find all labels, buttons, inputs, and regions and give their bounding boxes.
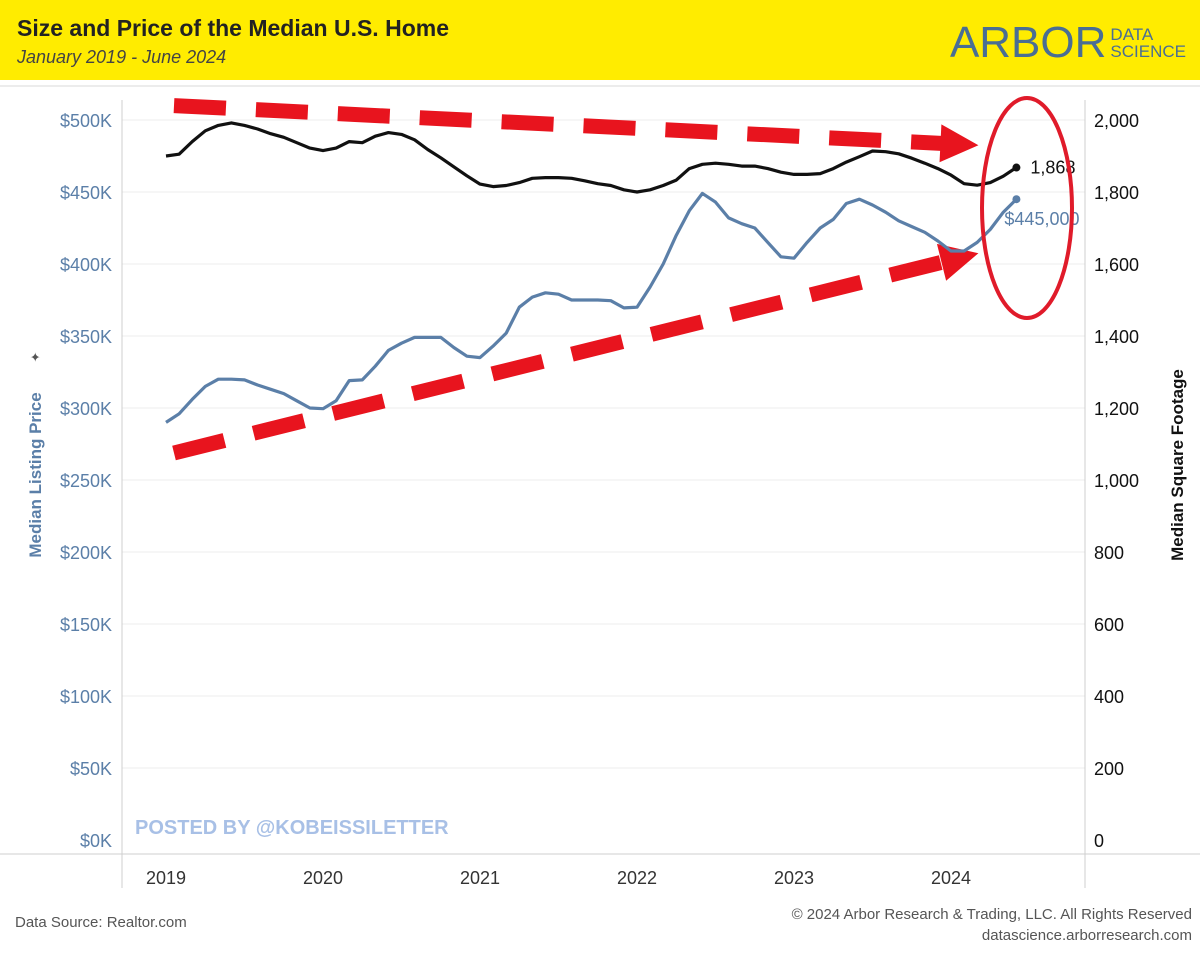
right-axis-ticks: 0 200 400 600 800 1,000 1,200 1,400 1,600 1,800 2,… xyxy=(1094,111,1139,851)
sqft-end-point xyxy=(1012,163,1021,172)
website-text: datascience.arborresearch.com xyxy=(981,927,1192,944)
logo-main-text: ARBOR xyxy=(949,18,1107,67)
highlight-circle xyxy=(980,96,1074,320)
left-tick-label: $150K xyxy=(60,615,112,635)
arbor-logo: ARBOR DATA SCIENCE xyxy=(950,18,1186,68)
pin-icon: ✦ xyxy=(29,351,44,362)
left-tick-label: $300K xyxy=(60,399,112,419)
right-tick-label: 200 xyxy=(1094,759,1124,779)
right-tick-label: 1,200 xyxy=(1094,399,1139,419)
x-tick-label: 2021 xyxy=(460,868,500,888)
logo-sub-text: DATA SCIENCE xyxy=(1110,26,1186,60)
right-tick-label: 1,800 xyxy=(1094,183,1139,203)
sqft-end-label: 1,868 xyxy=(1030,158,1075,178)
left-tick-label: $500K xyxy=(60,111,112,131)
right-tick-label: 0 xyxy=(1094,831,1104,851)
dual-axis-line-chart: $0K $50K $100K $150K $200K $250K $300K $350K $40… xyxy=(0,85,1200,888)
gridlines xyxy=(122,119,1085,769)
right-tick-label: 600 xyxy=(1094,615,1124,635)
price-end-label: $445,000 xyxy=(1004,209,1079,229)
price-end-point xyxy=(1012,195,1021,204)
x-tick-label: 2019 xyxy=(146,868,186,888)
right-tick-label: 2,000 xyxy=(1094,111,1139,131)
chart-subtitle: January 2019 - June 2024 xyxy=(17,47,227,67)
logo-sub-line-1: DATA xyxy=(1110,25,1154,44)
right-tick-label: 1,600 xyxy=(1094,255,1139,275)
chart-area: $0K $50K $100K $150K $200K $250K $300K $350K $40… xyxy=(0,80,1200,900)
x-tick-label: 2022 xyxy=(617,868,657,888)
chart-title: Size and Price of the Median U.S. Home xyxy=(17,15,449,41)
x-axis-ticks: 2019 2020 2021 2022 2023 2024 xyxy=(146,868,971,888)
right-tick-label: 400 xyxy=(1094,687,1124,707)
right-tick-label: 800 xyxy=(1094,543,1124,563)
trend-arrow-head xyxy=(939,124,979,163)
left-tick-label: $0K xyxy=(80,831,112,851)
x-tick-label: 2024 xyxy=(931,868,971,888)
trend-arrow-shaft xyxy=(172,253,952,461)
left-tick-label: $450K xyxy=(60,183,112,203)
series-lines: $445,000 1,868 xyxy=(165,121,1079,424)
left-tick-label: $200K xyxy=(60,543,112,563)
right-tick-label: 1,400 xyxy=(1094,327,1139,347)
copyright-text: © 2024 Arbor Research & Trading, LLC. Al… xyxy=(791,906,1192,923)
copyright-block: © 2024 Arbor Research & Trading, LLC. Al… xyxy=(792,904,1192,946)
left-axis-label: Median Listing Price xyxy=(26,392,45,557)
sqft-series-line xyxy=(165,121,1018,194)
left-axis-ticks: $0K $50K $100K $150K $200K $250K $300K $350K $40… xyxy=(60,111,112,851)
logo-sub-line-2: SCIENCE xyxy=(1110,42,1186,61)
left-tick-label: $350K xyxy=(60,327,112,347)
axes xyxy=(0,85,1200,888)
x-tick-label: 2023 xyxy=(774,868,814,888)
left-tick-label: $100K xyxy=(60,687,112,707)
left-tick-label: $400K xyxy=(60,255,112,275)
trend-arrow-shaft xyxy=(173,98,949,152)
x-tick-label: 2020 xyxy=(303,868,343,888)
right-tick-label: 1,000 xyxy=(1094,471,1139,491)
data-source: Data Source: Realtor.com xyxy=(15,914,187,931)
left-tick-label: $250K xyxy=(60,471,112,491)
trend-arrow-head xyxy=(936,243,979,281)
left-tick-label: $50K xyxy=(70,759,112,779)
price-series-line xyxy=(165,191,1018,424)
right-axis-label: Median Square Footage xyxy=(1168,369,1187,561)
trend-arrows xyxy=(172,98,979,461)
watermark: POSTED BY @KOBEISSILETTER xyxy=(135,817,449,839)
header-banner: Size and Price of the Median U.S. Home J… xyxy=(0,0,1200,80)
